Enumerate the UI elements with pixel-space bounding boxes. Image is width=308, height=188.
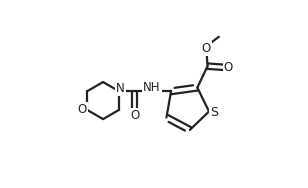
Text: S: S [210,106,218,119]
Text: O: O [130,109,140,122]
Text: N: N [116,82,125,95]
Text: NH: NH [143,81,160,94]
Text: O: O [77,103,87,116]
Text: O: O [202,42,211,55]
Text: O: O [224,61,233,74]
